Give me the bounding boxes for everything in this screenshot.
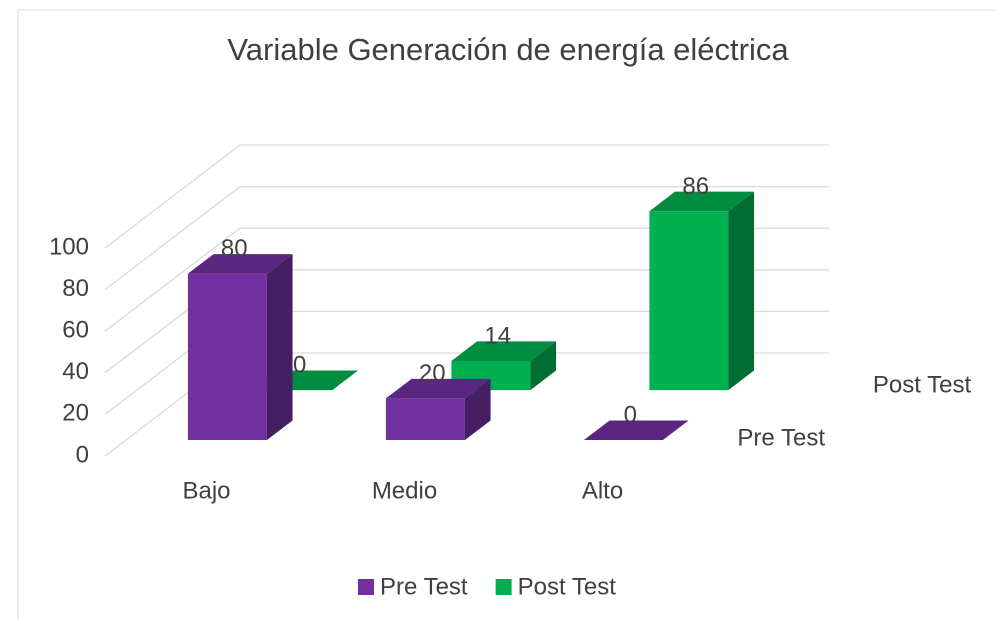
- bar-side: [530, 341, 557, 391]
- bar-top: [385, 378, 491, 399]
- data-label: 80: [221, 235, 248, 262]
- bar-side: [728, 191, 755, 391]
- y-tick-label: 60: [62, 317, 89, 344]
- bar: [385, 378, 491, 441]
- y-tick-label: 40: [62, 358, 89, 385]
- bar-side: [464, 378, 491, 441]
- bar: [451, 341, 557, 391]
- bar-front: [385, 398, 465, 441]
- bar-front: [187, 273, 267, 441]
- x-tick-label: Bajo: [182, 477, 230, 504]
- legend-label: Post Test: [518, 573, 617, 600]
- bar: [583, 420, 689, 441]
- bar-top: [583, 420, 689, 441]
- bar-top: [187, 254, 293, 274]
- data-label: 86: [682, 173, 709, 200]
- legend-swatch: [358, 579, 374, 595]
- bar-top: [451, 341, 557, 361]
- bar: [649, 191, 755, 391]
- bar: [187, 254, 293, 441]
- data-label: 0: [624, 402, 637, 429]
- grid-line: [104, 144, 829, 249]
- bar-top: [649, 191, 755, 212]
- data-label: 20: [419, 360, 446, 387]
- y-tick-label: 0: [76, 441, 89, 468]
- y-tick-label: 80: [62, 275, 89, 302]
- x-tick-label: Medio: [372, 477, 437, 504]
- y-tick-label: 20: [62, 400, 89, 427]
- depth-axis-label: Pre Test: [737, 424, 825, 451]
- legend-label: Pre Test: [380, 573, 468, 600]
- grid-line: [104, 227, 829, 332]
- y-tick-label: 100: [49, 233, 89, 260]
- x-tick-label: Alto: [582, 477, 623, 504]
- bar-side: [266, 254, 293, 441]
- data-label: 0: [293, 352, 306, 379]
- chart-title: Variable Generación de energía eléctrica: [227, 32, 789, 67]
- grid-line: [104, 185, 829, 291]
- bar-front: [649, 211, 729, 391]
- legend-swatch: [495, 579, 512, 595]
- data-label: 14: [484, 323, 511, 350]
- depth-axis-label: Post Test: [873, 372, 972, 399]
- chart-border: [17, 9, 995, 619]
